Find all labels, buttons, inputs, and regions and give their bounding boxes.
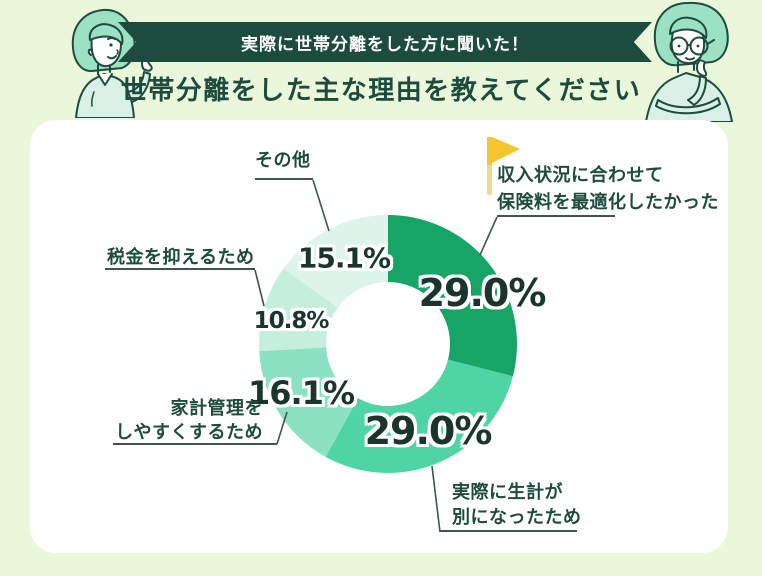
callout-insurance: 収入状況に合わせて 保険料を最適化したかった (497, 162, 719, 216)
percent-label-livelihood: 29.0% (364, 409, 493, 453)
banner-label: 実際に世帯分離をした方に聞いた！ (241, 34, 529, 54)
callout-other-underline (255, 178, 313, 180)
donut-hole (326, 282, 450, 406)
leader-lines (254, 179, 498, 533)
leader-line-livelihood (431, 465, 441, 533)
percent-label-household: 16.1% (247, 374, 355, 412)
callout-livelihood-line2: 別になったため (452, 507, 582, 527)
flag-icon (487, 137, 520, 195)
leader-line-household (276, 411, 288, 445)
callout-household: 家計管理を しやすくするため (70, 396, 263, 444)
page-title: 世帯分離をした主な理由を教えてください (120, 75, 642, 105)
callout-household-line1: 家計管理を (170, 398, 263, 418)
callout-livelihood-line1: 実際に生計が (452, 482, 563, 502)
callout-insurance-line1: 収入状況に合わせて (497, 165, 664, 185)
percent-label-other: 15.1% (297, 241, 391, 275)
banner-ribbon: 実際に世帯分離をした方に聞いた！ (118, 22, 652, 62)
percent-label-insurance: 29.0% (418, 271, 547, 315)
callout-other: その他 (255, 150, 311, 170)
chart-card: 29.0% 29.0% 16.1% 10.8% 15.1% 収入状況に合わせて … (30, 120, 728, 553)
callout-insurance-line2: 保険料を最適化したかった (497, 192, 719, 212)
callout-livelihood: 実際に生計が 別になったため (452, 480, 582, 530)
donut-chart (259, 215, 517, 473)
person-left-illustration (71, 8, 153, 118)
person-right-illustration (645, 1, 733, 122)
callout-tax: 税金を抑えるため (107, 247, 255, 267)
callout-household-line2: しやすくするため (115, 422, 263, 442)
leader-line-other (312, 179, 330, 232)
leader-line-tax (254, 269, 265, 307)
callout-household-underline (113, 443, 277, 445)
callout-tax-underline (105, 268, 255, 270)
leader-line-insurance (479, 216, 498, 256)
callout-insurance-underline (497, 215, 615, 217)
callout-livelihood-underline (440, 530, 577, 532)
percent-label-tax: 10.8% (253, 308, 330, 334)
